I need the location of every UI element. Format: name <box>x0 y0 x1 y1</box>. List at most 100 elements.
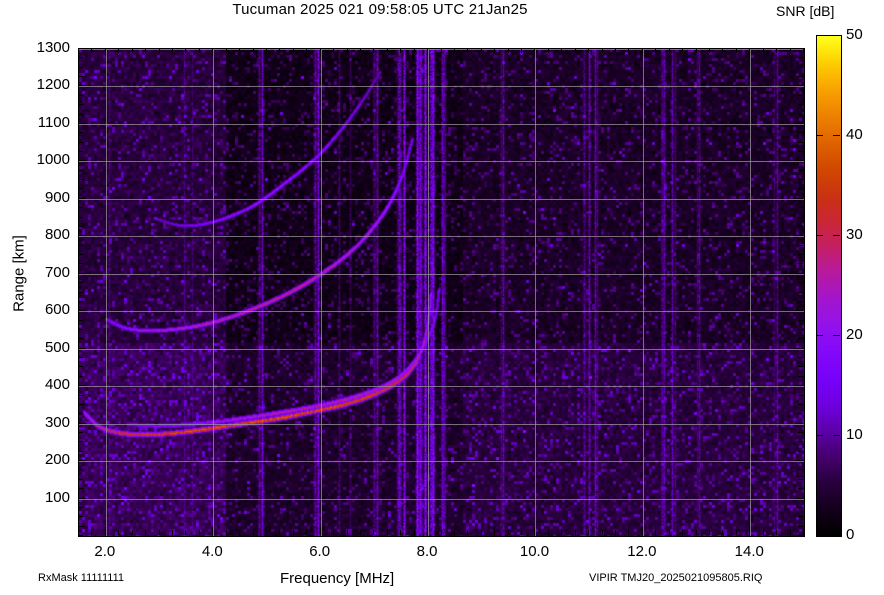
y-tick-major <box>78 85 86 86</box>
x-tick-minor <box>602 530 603 535</box>
x-tick-minor <box>118 530 119 535</box>
x-tick-minor <box>253 48 254 53</box>
y-tick-minor <box>798 292 803 293</box>
y-tick-minor <box>798 104 803 105</box>
x-tick-minor <box>185 48 186 53</box>
y-tick-minor <box>798 366 803 367</box>
x-tick-minor <box>441 530 442 535</box>
y-tick-label: 700 <box>44 263 70 281</box>
y-tick-major <box>795 48 803 49</box>
gridline-horizontal <box>79 424 804 425</box>
y-tick-minor <box>78 451 83 452</box>
x-tick-major <box>427 48 428 56</box>
x-tick-minor <box>508 48 509 53</box>
gridline-horizontal <box>79 461 804 462</box>
colorbar-tick-label: 20 <box>846 326 863 343</box>
y-tick-minor <box>798 142 803 143</box>
y-tick-minor <box>78 535 83 536</box>
x-tick-minor <box>226 530 227 535</box>
y-tick-major <box>78 348 86 349</box>
x-tick-minor <box>360 48 361 53</box>
x-tick-minor <box>776 48 777 53</box>
y-tick-minor <box>78 179 83 180</box>
y-tick-major <box>78 48 86 49</box>
x-tick-minor <box>696 530 697 535</box>
gridline-horizontal <box>79 349 804 350</box>
y-tick-minor <box>798 217 803 218</box>
x-tick-minor <box>615 48 616 53</box>
y-tick-minor <box>78 104 83 105</box>
y-tick-minor <box>78 76 83 77</box>
colorbar-tick <box>833 435 840 436</box>
x-tick-minor <box>467 530 468 535</box>
y-tick-minor <box>78 132 83 133</box>
ionogram-plot[interactable] <box>78 48 805 537</box>
ionogram-canvas <box>79 49 804 536</box>
y-tick-minor <box>798 263 803 264</box>
rx-mask-label: RxMask 11111111 <box>38 572 125 584</box>
y-tick-minor <box>798 226 803 227</box>
x-tick-minor <box>360 530 361 535</box>
y-tick-label: 1200 <box>36 76 70 94</box>
y-tick-major <box>795 160 803 161</box>
gridline-horizontal <box>79 86 804 87</box>
y-tick-major <box>795 385 803 386</box>
x-tick-major <box>212 48 213 56</box>
x-tick-minor <box>199 48 200 53</box>
x-tick-minor <box>78 48 79 53</box>
colorbar-tick <box>816 135 823 136</box>
y-tick-minor <box>78 292 83 293</box>
x-tick-minor <box>575 48 576 53</box>
x-tick-minor <box>655 48 656 53</box>
gridline-vertical <box>213 49 214 536</box>
x-tick-major <box>212 527 213 535</box>
x-tick-minor <box>454 530 455 535</box>
y-tick-minor <box>798 95 803 96</box>
x-tick-minor <box>736 530 737 535</box>
source-file-label: VIPIR TMJ20_2025021095805.RIQ <box>589 572 763 584</box>
y-tick-minor <box>798 329 803 330</box>
y-tick-major <box>795 498 803 499</box>
colorbar-tick-label: 10 <box>846 426 863 443</box>
gridline-vertical <box>428 49 429 536</box>
x-tick-label: 8.0 <box>416 543 438 560</box>
y-tick-label: 1000 <box>36 151 70 169</box>
y-tick-minor <box>798 432 803 433</box>
colorbar-title: SNR [dB] <box>776 3 835 19</box>
y-tick-major <box>78 123 86 124</box>
y-tick-major <box>78 310 86 311</box>
y-tick-major <box>795 460 803 461</box>
x-tick-minor <box>481 530 482 535</box>
x-tick-label: 4.0 <box>201 543 223 560</box>
x-tick-minor <box>561 48 562 53</box>
x-tick-minor <box>91 48 92 53</box>
y-tick-major <box>795 423 803 424</box>
x-tick-minor <box>414 530 415 535</box>
y-tick-minor <box>78 67 83 68</box>
gridline-vertical <box>535 49 536 536</box>
x-tick-major <box>534 527 535 535</box>
x-tick-minor <box>279 48 280 53</box>
x-tick-minor <box>306 530 307 535</box>
x-tick-minor <box>454 48 455 53</box>
y-tick-minor <box>798 67 803 68</box>
x-tick-minor <box>145 48 146 53</box>
y-tick-minor <box>798 132 803 133</box>
y-tick-major <box>78 273 86 274</box>
y-tick-minor <box>798 179 803 180</box>
y-tick-minor <box>78 366 83 367</box>
y-tick-major <box>78 423 86 424</box>
x-tick-minor <box>575 530 576 535</box>
x-tick-minor <box>172 530 173 535</box>
x-tick-minor <box>722 530 723 535</box>
y-tick-minor <box>78 57 83 58</box>
y-tick-major <box>78 198 86 199</box>
y-tick-label: 100 <box>44 488 70 506</box>
x-tick-minor <box>279 530 280 535</box>
y-tick-minor <box>78 114 83 115</box>
colorbar-tick <box>833 135 840 136</box>
y-tick-minor <box>78 282 83 283</box>
y-tick-minor <box>78 469 83 470</box>
y-axis-title: Range [km] <box>10 235 28 312</box>
x-tick-major <box>105 527 106 535</box>
